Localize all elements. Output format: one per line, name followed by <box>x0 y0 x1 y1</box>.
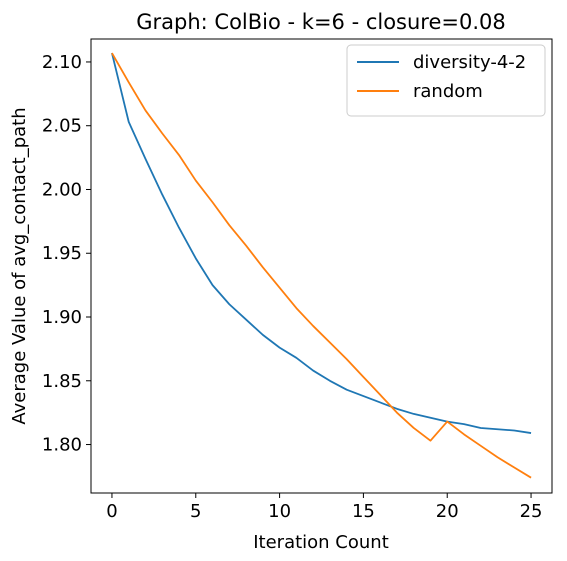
y-tick-label: 2.05 <box>42 116 82 137</box>
x-tick-label: 10 <box>268 501 291 522</box>
x-axis: 0 5 10 15 20 25 <box>106 493 542 522</box>
y-axis: 1.80 1.85 1.90 1.95 2.00 2.05 2.10 <box>42 52 91 456</box>
y-tick-label: 1.95 <box>42 243 82 264</box>
y-tick-label: 2.10 <box>42 52 82 73</box>
series-line-random <box>111 52 532 479</box>
x-tick-label: 20 <box>436 501 459 522</box>
y-axis-label: Average Value of avg_contact_path <box>9 107 30 424</box>
x-tick-label: 0 <box>106 501 117 522</box>
series-lines <box>111 52 532 479</box>
series-line-diversity-4-2 <box>111 52 532 434</box>
y-tick-label: 2.00 <box>42 179 82 200</box>
plot-frame <box>90 38 553 494</box>
chart-title: Graph: ColBio - k=6 - closure=0.08 <box>136 10 506 34</box>
x-tick-label: 25 <box>520 501 543 522</box>
x-axis-label: Iteration Count <box>253 532 389 553</box>
legend-label-diversity-4-2: diversity-4-2 <box>413 52 526 73</box>
legend-label-random: random <box>413 81 483 102</box>
legend: diversity-4-2 random <box>346 44 546 117</box>
x-tick-label: 15 <box>352 501 375 522</box>
y-tick-label: 1.80 <box>42 435 82 456</box>
y-tick-label: 1.90 <box>42 307 82 328</box>
x-tick-label: 5 <box>190 501 201 522</box>
y-tick-label: 1.85 <box>42 371 82 392</box>
